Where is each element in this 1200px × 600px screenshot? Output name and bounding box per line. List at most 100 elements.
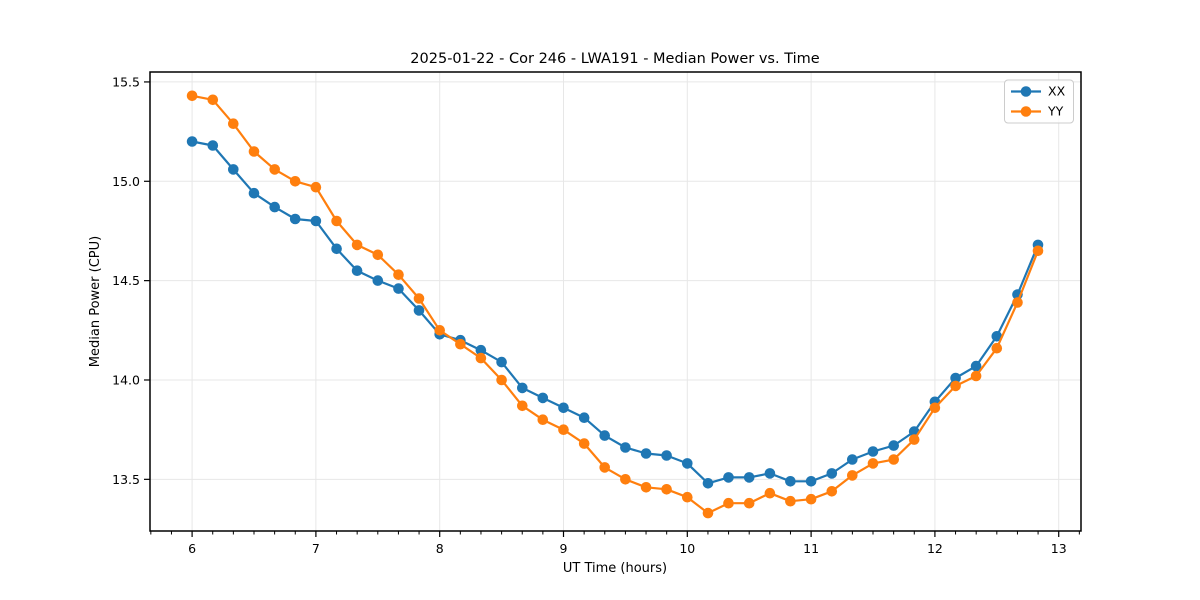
data-point-yy (661, 484, 672, 495)
data-point-yy (743, 497, 755, 509)
data-point-yy (413, 293, 425, 304)
data-point-xx (950, 372, 961, 384)
legend-label-yy: YY (1047, 104, 1064, 119)
data-point-xx (517, 382, 528, 394)
data-point-xx (805, 476, 817, 487)
data-point-xx (620, 442, 631, 453)
y-tick-label: 14.0 (112, 372, 140, 387)
data-point-xx (186, 136, 198, 147)
data-point-xx (269, 201, 281, 213)
data-point-yy (517, 400, 528, 412)
data-point-yy (537, 414, 549, 426)
data-point-yy (826, 486, 838, 497)
y-tick-label: 14.5 (112, 273, 140, 288)
y-tick-label: 15.5 (112, 74, 140, 89)
data-point-yy (331, 215, 342, 227)
data-point-xx (475, 344, 487, 356)
data-point-xx (826, 468, 838, 479)
data-point-yy (207, 94, 219, 106)
data-point-yy (434, 325, 446, 336)
data-point-xx (640, 448, 652, 459)
data-point-yy (682, 491, 693, 503)
data-point-xx (331, 243, 342, 255)
x-tick-label: 9 (560, 541, 568, 556)
data-point-xx (207, 140, 219, 151)
data-point-yy (867, 458, 879, 469)
data-point-xx (764, 468, 776, 479)
data-point-yy (785, 495, 796, 507)
y-axis-label: Median Power (CPU) (88, 236, 103, 367)
data-point-yy (702, 507, 714, 519)
y-tick-label: 15.0 (112, 174, 140, 189)
data-point-xx (289, 213, 301, 225)
legend-marker-yy (1020, 106, 1032, 117)
legend-label-xx: XX (1048, 84, 1066, 99)
data-point-yy (496, 374, 507, 386)
data-point-yy (372, 249, 384, 261)
data-point-yy (228, 118, 239, 129)
y-tick-label: 13.5 (112, 472, 140, 487)
data-point-xx (228, 164, 239, 175)
data-point-xx (847, 454, 858, 465)
data-point-xx (496, 356, 507, 368)
data-point-yy (269, 164, 281, 175)
data-point-xx (599, 430, 610, 441)
data-point-yy (991, 342, 1003, 354)
axis-ticks: 6 7 8 9 10 11 12 13 13.5 14.0 14.5 15.0 15.5 (112, 74, 1080, 556)
data-point-xx (351, 265, 363, 277)
x-tick-label: 6 (188, 541, 196, 556)
data-point-xx (537, 392, 549, 404)
data-point-xx (682, 458, 693, 469)
data-point-yy (970, 370, 982, 382)
data-point-yy (1012, 297, 1023, 308)
data-point-yy (351, 239, 363, 251)
x-tick-label: 7 (312, 541, 320, 556)
data-point-yy (764, 487, 776, 499)
data-point-xx (970, 360, 982, 372)
data-point-yy (1032, 245, 1044, 257)
data-point-yy (186, 90, 198, 102)
data-series (186, 90, 1044, 519)
data-point-xx (867, 446, 879, 457)
data-point-xx (248, 187, 260, 199)
data-point-xx (743, 472, 755, 483)
data-point-yy (599, 462, 610, 473)
series-line-yy (191, 94, 1040, 515)
data-point-yy (640, 482, 652, 493)
data-point-xx (785, 476, 796, 487)
data-point-yy (929, 402, 941, 414)
data-point-yy (847, 470, 858, 481)
data-point-xx (393, 283, 404, 294)
x-tick-label: 13 (1051, 541, 1067, 556)
data-point-yy (248, 146, 260, 157)
legend-marker-xx (1020, 86, 1032, 97)
legend-entry-yy: YY (1011, 104, 1064, 119)
data-point-yy (393, 269, 404, 281)
x-tick-label: 10 (679, 541, 695, 556)
data-point-yy (578, 438, 590, 449)
x-tick-label: 8 (436, 541, 444, 556)
data-point-yy (310, 181, 322, 193)
data-point-xx (991, 331, 1003, 342)
data-point-yy (558, 424, 569, 436)
x-tick-label: 11 (803, 541, 819, 556)
data-point-yy (805, 493, 817, 505)
data-point-yy (723, 497, 734, 509)
chart-title: 2025-01-22 - Cor 246 - LWA191 - Median P… (410, 51, 819, 67)
data-point-xx (661, 450, 672, 461)
data-point-yy (888, 454, 899, 465)
data-point-xx (578, 412, 590, 424)
data-point-xx (558, 402, 569, 414)
data-point-yy (289, 176, 301, 187)
data-point-yy (455, 338, 466, 350)
x-axis-label: UT Time (hours) (563, 561, 667, 576)
legend: XX YY (1004, 79, 1074, 124)
data-point-xx (372, 275, 384, 286)
data-point-yy (620, 474, 631, 485)
gridlines (150, 72, 1081, 531)
data-point-xx (413, 305, 425, 316)
x-tick-label: 12 (927, 541, 943, 556)
data-point-yy (908, 434, 920, 445)
